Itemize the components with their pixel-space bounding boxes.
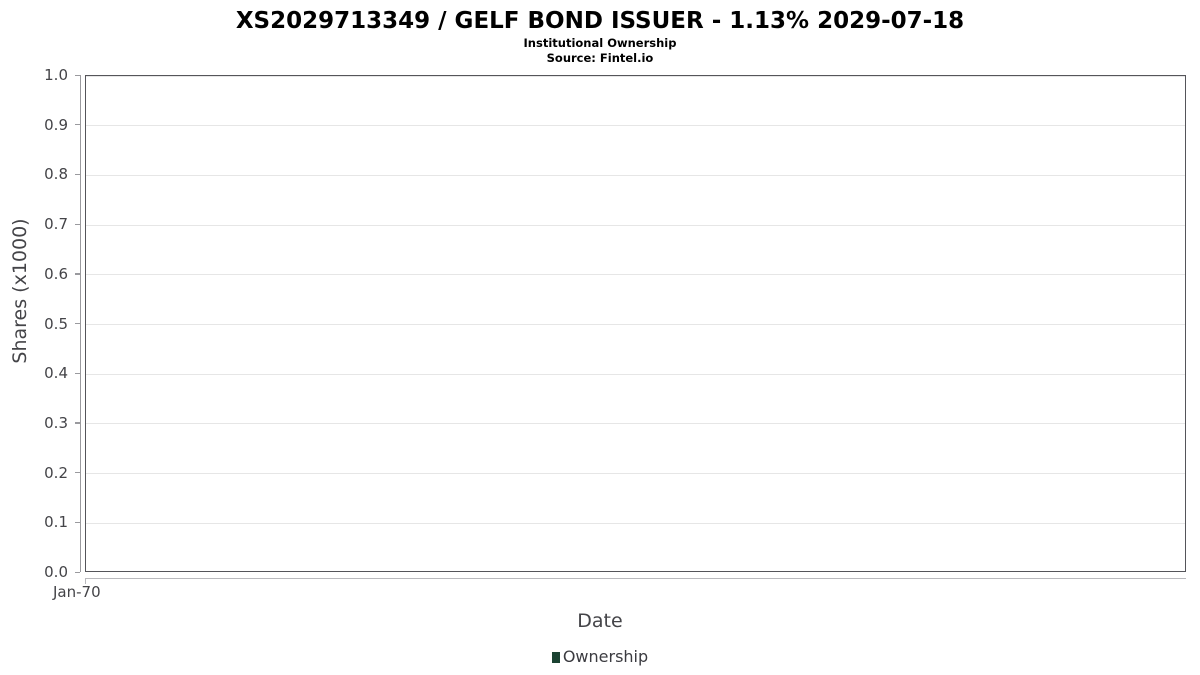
series-ownership-layer [86, 76, 1187, 573]
y-tick-mark [75, 173, 80, 176]
y-tick-label: 0.5 [44, 314, 68, 333]
x-tick-label: Jan-70 [53, 583, 101, 601]
y-tick-mark [75, 124, 80, 126]
chart-title-block: XS2029713349 / GELF BOND ISSUER - 1.13% … [0, 0, 1200, 66]
x-tick-mark [84, 579, 86, 584]
y-tick-mark [75, 521, 80, 524]
y-axis-spine [80, 75, 82, 572]
y-tick-mark [75, 223, 80, 225]
y-axis-title: Shares (x1000) [9, 218, 31, 364]
y-tick-mark [75, 472, 80, 474]
legend-swatch-icon [551, 651, 560, 663]
y-tick-label: 0.8 [44, 165, 68, 184]
y-tick-label: 0.4 [44, 364, 68, 383]
chart-legend: Ownership [0, 648, 1200, 666]
y-tick-label: 0.0 [44, 563, 68, 581]
y-tick-mark [75, 273, 80, 275]
y-tick-label: 0.9 [44, 115, 68, 134]
y-tick-mark [75, 323, 80, 325]
plot-area [85, 75, 1186, 572]
y-tick-mark [75, 74, 80, 76]
y-tick-mark [75, 372, 80, 374]
x-axis-spine [85, 578, 1186, 580]
chart-subtitle: Institutional Ownership [523, 36, 677, 50]
legend-item-ownership[interactable]: Ownership [551, 647, 649, 666]
x-axis-title: Date [577, 610, 623, 632]
chart-main-title: XS2029713349 / GELF BOND ISSUER - 1.13% … [235, 8, 965, 34]
y-tick-mark [75, 571, 80, 573]
y-tick-label: 0.2 [44, 463, 68, 482]
y-tick-label: 1.0 [44, 66, 68, 84]
y-tick-mark [75, 422, 80, 424]
chart-source-note: Source: Fintel.io [546, 51, 654, 65]
y-tick-label: 0.3 [44, 413, 68, 432]
y-tick-label: 0.1 [44, 513, 68, 532]
legend-item-label: Ownership [562, 647, 649, 666]
y-tick-label: 0.6 [44, 264, 68, 283]
y-tick-label: 0.7 [44, 215, 68, 234]
